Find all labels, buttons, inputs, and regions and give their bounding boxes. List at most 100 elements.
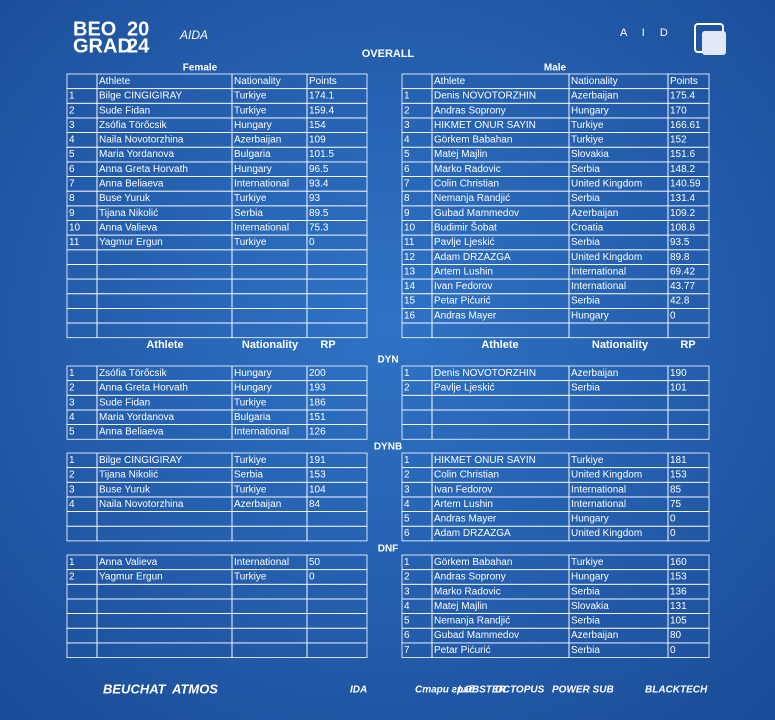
table-cell-text: 136 [670,586,687,597]
column-header: Nationality [571,76,618,87]
table-cell-text: Azerbaijan [234,499,281,510]
table-cell-text: Tijana Nikolić [99,470,158,481]
table-cell-text: 181 [670,455,687,466]
table-cell-text: 1 [404,91,410,102]
table-cell-text: Andras Soprony [434,105,506,116]
table-cell-text: Turkiye [571,557,604,568]
table-cell-text: 174.1 [309,91,334,102]
column-header: Athlete [99,76,131,87]
aida-logo: AIDA [179,28,208,42]
table-cell-text: 11 [69,237,80,248]
table-cell-text: Serbia [234,208,263,219]
table-cell-text: Zsófia Törőcsik [99,368,168,379]
table-cell-text: Denis NOVOTORZHIN [434,368,536,379]
table-cell-text: Turkiye [234,572,267,583]
table-cell-text: 2 [69,383,75,394]
table-cell-text: 131.4 [670,193,695,204]
table-cell-text: 200 [309,368,326,379]
table-cell-text: Azerbaijan [571,208,618,219]
table-cell-text: 151 [309,412,326,423]
table-cell-text: Azerbaijan [571,368,618,379]
table-cell [667,642,710,658]
table-cell-text: Serbia [571,645,600,656]
title: OVERALL [362,48,415,60]
table-cell-text: 5 [69,149,75,160]
table-cell-text: 4 [404,601,410,612]
table-cell-text: Nemanja Randjić [434,616,510,627]
table-cell-text: 3 [404,586,410,597]
table-cell-text: 3 [69,120,75,131]
table-cell-text: HIKMET ONUR SAYIN [434,455,536,466]
table-cell-text: Turkiye [234,91,267,102]
table-cell-text: 153 [309,470,326,481]
table-cell [306,424,368,440]
table-cell-text: Buse Yuruk [99,484,151,495]
table-cell-text: Zsófia Törőcsik [99,120,168,131]
sponsor-logo: IDA [350,685,367,696]
table-cell-text: 14 [404,281,416,292]
table-cell-text: 8 [404,193,410,204]
table-cell-text: 193 [309,383,326,394]
table-cell-text: Gubad Mammedov [434,630,519,641]
table-cell-text: 10 [404,222,416,233]
table-cell-text: Yagmur Ergun [99,572,163,583]
table-cell-text: Turkiye [234,193,267,204]
table-cell-text: Turkiye [571,135,604,146]
table-cell-text: 2 [69,470,75,481]
table-cell-text: Andras Mayer [434,310,497,321]
table-cell-text: Artem Lushin [434,499,493,510]
table-cell-text: 1 [69,91,75,102]
table-cell-text: 1 [404,455,410,466]
table-cell-text: Serbia [571,383,600,394]
table-cell-text: 140.59 [670,179,701,190]
table-cell-text: Denis NOVOTORZHIN [434,91,536,102]
table-cell-text: Turkiye [234,397,267,408]
table-cell-text: 5 [69,427,75,438]
table-cell-text: 159.4 [309,105,334,116]
table-cell-text: International [571,281,626,292]
table-cell-text: 9 [69,208,75,219]
table-cell-text: 1 [404,557,410,568]
table-cell-text: Yagmur Ergun [99,237,163,248]
table-cell-text: Slovakia [571,601,609,612]
group-title: Female [183,63,218,74]
table-cell-text: Sude Fidan [99,397,150,408]
table-cell-text: Hungary [571,514,609,525]
table-cell-text: 85 [670,484,682,495]
table-cell-text: 104 [309,484,326,495]
table-cell-text: 4 [404,135,410,146]
table-cell [667,525,710,542]
table-cell-text: 43.77 [670,281,695,292]
sponsor-logo: LOBSTER [458,685,507,696]
table-cell-text: International [571,484,626,495]
table-cell-text: Serbia [571,164,600,175]
table-cell-text: 7 [69,179,75,190]
table-cell-text: United Kingdom [571,252,642,263]
table-cell [306,525,368,542]
table-cell-text: 2 [404,470,410,481]
table-cell-text: Serbia [571,296,600,307]
table-cell-text: 126 [309,427,326,438]
table-cell [667,424,710,440]
table-cell-text: 0 [670,645,676,656]
table-cell-text: Naila Novotorzhina [99,499,184,510]
table-cell-text: 191 [309,455,326,466]
sponsor-logo: ATMOS [171,681,218,696]
table-cell-text: Tijana Nikolić [99,208,158,219]
table-cell-text: Petar Pićurić [434,645,491,656]
table-cell-text: Bulgaria [234,149,271,160]
icon [702,31,726,55]
sponsor-logo: BEUCHAT [103,681,167,696]
table-cell-text: 190 [670,368,687,379]
table-cell-text: 186 [309,397,326,408]
discipline-title: DYNB [374,442,402,453]
table-cell-text: 6 [404,528,410,539]
logo-text: 24 [127,35,150,57]
table-cell-text: Anna Beliaeva [99,427,164,438]
table-cell-text: 166.61 [670,120,701,131]
table-cell-text: 0 [670,310,676,321]
table-cell-text: 151.6 [670,149,695,160]
table-cell-text: Sude Fidan [99,105,150,116]
table-cell-text: Andras Soprony [434,572,506,583]
